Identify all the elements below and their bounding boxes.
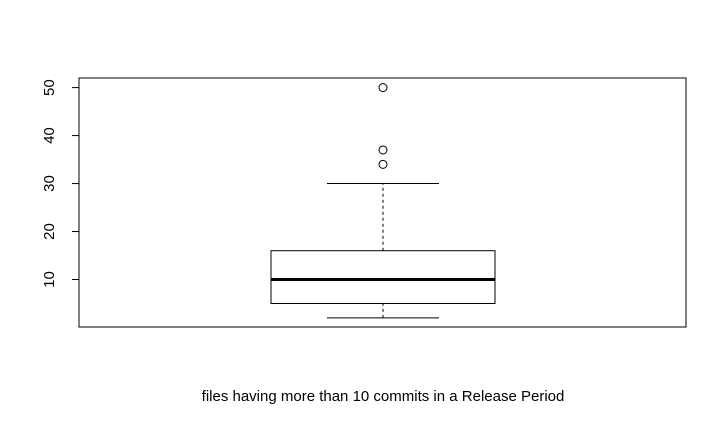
y-axis: 10 20 30 40 50 — [41, 79, 80, 288]
outlier-point — [378, 159, 388, 169]
x-axis-label: files having more than 10 commits in a R… — [202, 388, 565, 405]
iqr-box — [270, 250, 496, 304]
y-tick-label: 50 — [41, 79, 58, 96]
outlier-group — [378, 83, 388, 169]
y-tick-label: 20 — [41, 223, 58, 240]
y-tick-label: 10 — [41, 271, 58, 288]
outlier-point — [378, 83, 388, 93]
box-group — [270, 183, 496, 319]
y-tick-label: 40 — [41, 127, 58, 144]
y-tick-label: 30 — [41, 175, 58, 192]
outlier-point — [378, 145, 388, 155]
